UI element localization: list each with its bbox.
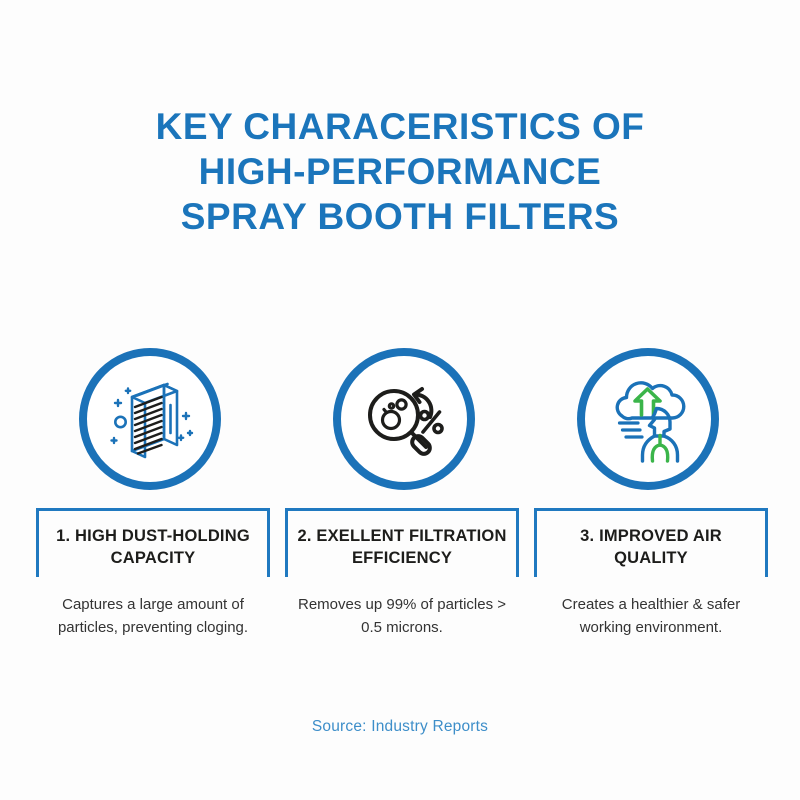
feature-cards-row: 1. HIGH DUST-HOLDING CAPACITY Captures a… <box>36 508 768 639</box>
feature-card-2: 2. EXELLENT FILTRATION EFFICIENCY Remove… <box>285 508 519 639</box>
icon-circle-2 <box>333 348 475 490</box>
title-line-3: SPRAY BOOTH FILTERS <box>180 196 620 237</box>
source-footer: Source: Industry Reports <box>0 718 800 736</box>
feature-card-2-description: Removes up 99% of particles > 0.5 micron… <box>297 596 507 636</box>
feature-card-1-heading-box: 1. HIGH DUST-HOLDING CAPACITY <box>36 508 270 577</box>
feature-card-1: 1. HIGH DUST-HOLDING CAPACITY Captures a… <box>36 508 270 639</box>
title-line-1: KEY CHARACERISTICS OF <box>155 106 645 147</box>
air-filter-cartridge-icon <box>110 382 194 459</box>
feature-card-2-heading: 2. EXELLENT FILTRATION EFFICIENCY <box>297 527 507 567</box>
feature-card-3: 3. IMPROVED AIR QUALITY Creates a health… <box>534 508 768 639</box>
feature-card-1-heading: 1. HIGH DUST-HOLDING CAPACITY <box>56 527 250 567</box>
icon-circles-row <box>0 348 800 490</box>
circle-ring-1 <box>79 348 221 490</box>
feature-card-1-description: Captures a large amount of particles, pr… <box>57 596 249 636</box>
feature-card-3-heading: 3. IMPROVED AIR QUALITY <box>580 527 722 567</box>
circle-ring-2 <box>333 348 475 490</box>
source-text: Source: Industry Reports <box>311 718 489 735</box>
page-title: KEY CHARACERISTICS OF HIGH-PERFORMANCE S… <box>0 104 800 239</box>
feature-card-3-heading-box: 3. IMPROVED AIR QUALITY <box>534 508 768 577</box>
icon-circle-1 <box>79 348 221 490</box>
circle-ring-3 <box>577 348 719 490</box>
feature-card-2-heading-box: 2. EXELLENT FILTRATION EFFICIENCY <box>285 508 519 577</box>
icon-circle-3 <box>577 348 719 490</box>
title-line-2: HIGH-PERFORMANCE <box>198 151 602 192</box>
clean-air-breathing-person-icon <box>615 381 686 463</box>
magnifier-percent-particles-icon <box>368 387 444 456</box>
feature-card-3-description: Creates a healthier & safer working envi… <box>561 596 741 636</box>
